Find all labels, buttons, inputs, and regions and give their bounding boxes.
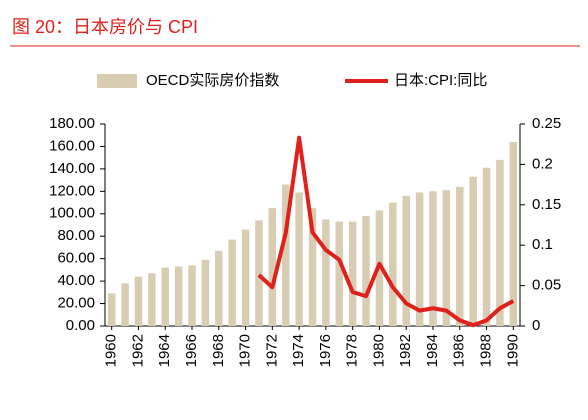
bar bbox=[348, 221, 357, 326]
x-tick-label: 1972 bbox=[263, 334, 280, 367]
bar bbox=[456, 186, 464, 326]
bar bbox=[241, 229, 250, 326]
line bbox=[257, 135, 515, 328]
x-tick-label: 1978 bbox=[344, 334, 361, 367]
bar bbox=[134, 276, 143, 326]
bar bbox=[415, 192, 424, 326]
bar bbox=[429, 191, 437, 326]
x-tick-label: 1990 bbox=[504, 334, 521, 367]
y-tick-label: 20.00 bbox=[57, 295, 95, 312]
bar bbox=[482, 167, 491, 326]
bar bbox=[107, 293, 116, 326]
bar bbox=[161, 267, 169, 326]
bar bbox=[308, 208, 317, 326]
y2-tick-label: 0 bbox=[532, 317, 540, 334]
bar bbox=[469, 176, 477, 326]
bar bbox=[295, 192, 303, 326]
y-tick-label: 80.00 bbox=[57, 227, 95, 244]
bar bbox=[215, 250, 223, 326]
x-tick-label: 1960 bbox=[103, 334, 120, 367]
y-tick-label: 160.00 bbox=[49, 137, 95, 154]
y2-tick-label: 0.05 bbox=[532, 277, 561, 294]
x-tick-label: 1964 bbox=[156, 334, 173, 367]
bar bbox=[228, 239, 236, 326]
bar bbox=[174, 266, 183, 326]
y2-tick-label: 0.15 bbox=[532, 196, 561, 213]
bar bbox=[442, 190, 451, 326]
y-tick-label: 40.00 bbox=[57, 272, 95, 289]
bar bbox=[402, 195, 410, 326]
bar bbox=[496, 159, 504, 326]
y-tick-label: 180.00 bbox=[49, 115, 95, 132]
x-tick-label: 1982 bbox=[397, 334, 414, 367]
bar bbox=[268, 208, 277, 326]
x-tick-label: 1974 bbox=[290, 334, 307, 367]
y2-tick-label: 0.2 bbox=[532, 155, 553, 172]
bar bbox=[121, 283, 129, 326]
x-tick-label: 1986 bbox=[451, 334, 468, 367]
bar bbox=[335, 221, 344, 326]
bar bbox=[362, 216, 370, 326]
bar bbox=[509, 141, 518, 326]
x-tick-label: 1984 bbox=[424, 334, 441, 367]
legend-swatch bbox=[97, 74, 137, 88]
x-tick-label: 1988 bbox=[478, 334, 495, 367]
y2-tick-label: 0.25 bbox=[532, 115, 561, 132]
y2-tick-label: 0.1 bbox=[532, 236, 553, 253]
y-tick-label: 120.00 bbox=[49, 182, 95, 199]
x-tick-label: 1970 bbox=[237, 334, 254, 367]
bar bbox=[322, 219, 330, 326]
legend-label: 日本:CPI:同比 bbox=[394, 72, 487, 89]
bar bbox=[188, 265, 196, 326]
bar bbox=[281, 184, 290, 326]
y-tick-label: 140.00 bbox=[49, 160, 95, 177]
x-tick-label: 1980 bbox=[370, 334, 387, 367]
bar bbox=[389, 202, 397, 326]
x-tick-label: 1976 bbox=[317, 334, 334, 367]
x-tick-label: 1966 bbox=[183, 334, 200, 367]
bar bbox=[201, 259, 210, 326]
bar bbox=[255, 220, 263, 326]
bar bbox=[148, 273, 156, 326]
chart-title: 图 20：日本房价与 CPI bbox=[12, 17, 198, 37]
x-tick-label: 1962 bbox=[129, 334, 146, 367]
y-tick-label: 100.00 bbox=[49, 205, 95, 222]
x-tick-label: 1968 bbox=[210, 334, 227, 367]
y-tick-label: 0.00 bbox=[66, 317, 95, 334]
legend-label: OECD实际房价指数 bbox=[146, 72, 279, 89]
y-tick-label: 60.00 bbox=[57, 250, 95, 267]
